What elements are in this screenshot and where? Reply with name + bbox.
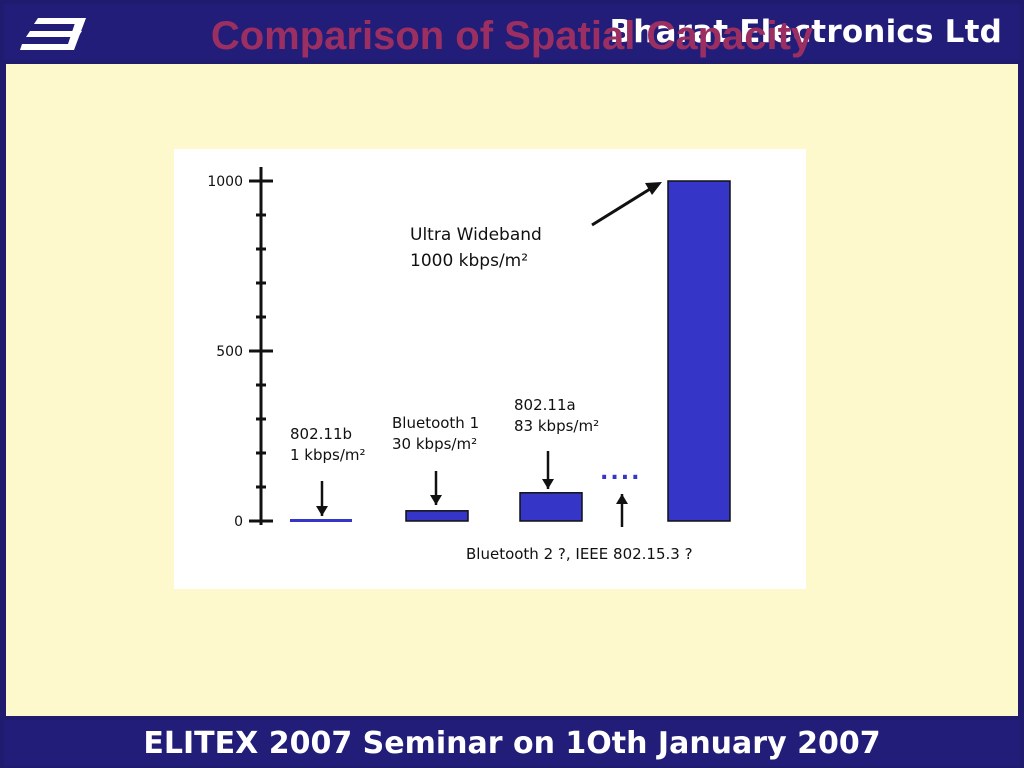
bar-2 — [519, 492, 583, 522]
spatial-capacity-chart: 1000 500 0 802.11b 1 kbps/m² Bluetooth 1 30 kb… — [207, 167, 731, 563]
bar-1 — [405, 510, 469, 522]
slide-footer: ELITEX 2007 Seminar on 1Oth January 2007 — [4, 720, 1020, 766]
unknown-value-marker: .... — [600, 460, 641, 485]
y-tick-label: 0 — [234, 514, 243, 530]
footer-text: ELITEX 2007 Seminar on 1Oth January 2007 — [143, 726, 881, 761]
annotation-label-0-0: 802.11b — [290, 425, 352, 443]
y-tick-label: 1000 — [207, 174, 243, 190]
annotation-label-4-0: Ultra Wideband — [410, 225, 542, 245]
arrow-uwb-shaft — [591, 187, 651, 227]
bar-4 — [667, 180, 731, 522]
annotation-label-2-1: 83 kbps/m² — [514, 417, 599, 435]
annotation-label-2-0: 802.11a — [514, 396, 576, 414]
arrow-80211a-head — [542, 479, 554, 489]
slide-header: Bharat Electronics Ltd — [4, 4, 1020, 60]
annotation-label-4-1: 1000 kbps/m² — [410, 251, 528, 271]
bel-logo-icon — [20, 18, 86, 50]
company-name: Bharat Electronics Ltd — [609, 14, 1002, 50]
y-tick-label: 500 — [216, 344, 243, 360]
bar-0 — [290, 519, 352, 522]
chart-panel: 1000 500 0 802.11b 1 kbps/m² Bluetooth 1 30 kb… — [174, 149, 806, 589]
arrow-bluetooth1-head — [430, 495, 442, 505]
arrow-80211b-head — [316, 506, 328, 516]
slide-title: Comparison of Spatial Capacity — [210, 14, 814, 58]
arrow-uwb-head — [645, 182, 662, 195]
arrow-bluetooth2-head — [616, 494, 628, 504]
annotation-label-3-0: Bluetooth 2 ?, IEEE 802.15.3 ? — [466, 545, 693, 563]
annotation-label-1-1: 30 kbps/m² — [392, 435, 477, 453]
annotation-label-1-0: Bluetooth 1 — [392, 414, 479, 432]
annotation-label-0-1: 1 kbps/m² — [290, 446, 366, 464]
